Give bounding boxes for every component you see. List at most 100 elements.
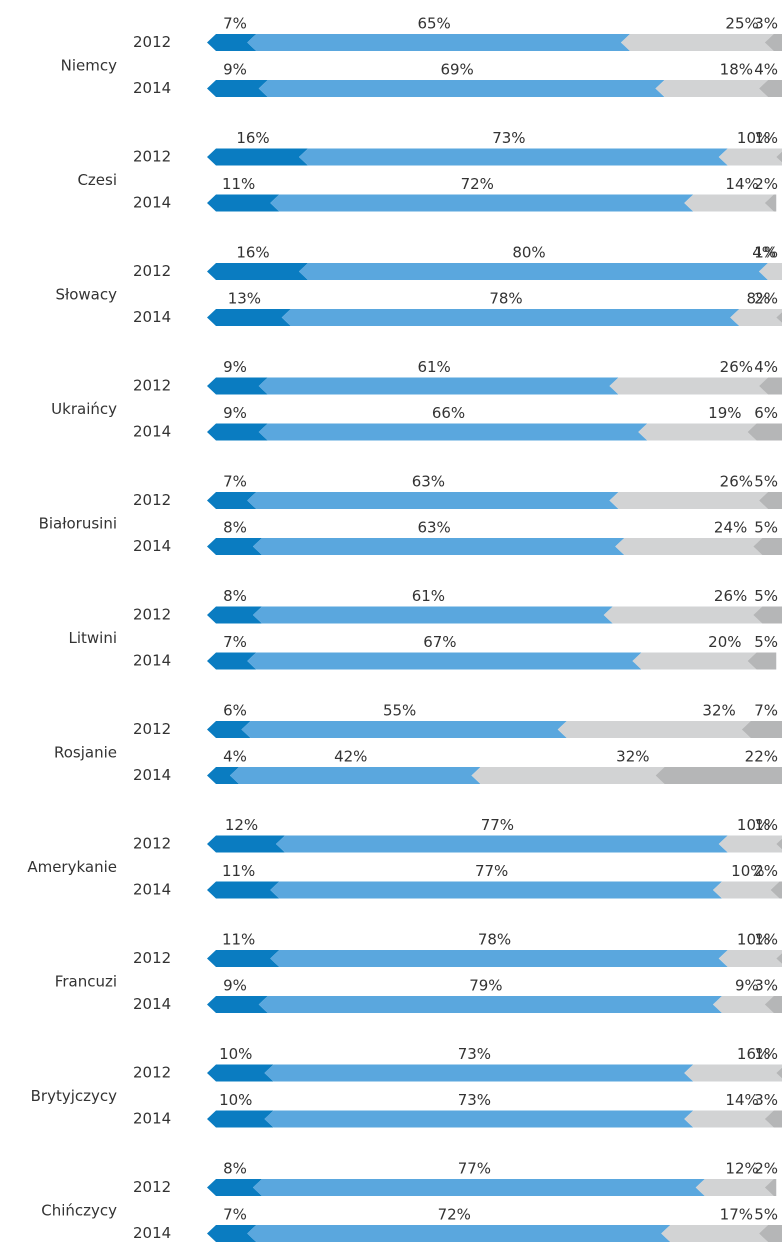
- bar-segment: [258, 996, 722, 1013]
- year-label: 2014: [133, 1224, 171, 1242]
- value-label: 61%: [412, 587, 445, 605]
- value-label: 63%: [412, 473, 445, 491]
- value-label: 19%: [708, 404, 741, 422]
- bar-segment: [621, 34, 774, 51]
- bar-segment: [207, 377, 268, 395]
- value-label: 10%: [737, 816, 770, 834]
- value-label: 2%: [754, 290, 778, 308]
- value-label: 5%: [754, 1206, 778, 1224]
- value-label: 4%: [752, 244, 776, 262]
- bar-segment: [655, 80, 768, 97]
- bar-segment: [776, 1064, 782, 1082]
- value-label: 3%: [754, 977, 778, 995]
- value-label: 80%: [512, 244, 545, 262]
- bar-segment: [747, 652, 777, 670]
- bar-segment: [207, 881, 280, 899]
- bar-segment: [632, 652, 757, 670]
- value-label: 77%: [458, 1160, 491, 1178]
- bar-segment: [776, 835, 782, 853]
- bar-segment: [764, 996, 782, 1013]
- value-label: 1%: [754, 244, 778, 262]
- value-label: 8%: [223, 587, 247, 605]
- value-label: 26%: [720, 358, 753, 376]
- value-label: 1%: [754, 931, 778, 949]
- bar-segment: [684, 1110, 774, 1128]
- bar-segment: [770, 881, 782, 899]
- value-label: 24%: [714, 519, 747, 537]
- value-label: 7%: [223, 473, 247, 491]
- year-label: 2014: [133, 537, 171, 555]
- year-label: 2012: [133, 491, 171, 509]
- value-label: 7%: [223, 633, 247, 651]
- value-label: 4%: [223, 748, 247, 766]
- value-label: 32%: [616, 748, 649, 766]
- value-label: 63%: [417, 519, 450, 537]
- year-label: 2012: [133, 949, 171, 967]
- year-label: 2014: [133, 652, 171, 670]
- value-label: 4%: [754, 358, 778, 376]
- year-label: 2014: [133, 308, 171, 326]
- bar-segment: [247, 492, 619, 509]
- bar-segment: [270, 881, 722, 899]
- value-label: 8%: [223, 1160, 247, 1178]
- value-label: 5%: [754, 519, 778, 537]
- bar-segment: [207, 309, 291, 326]
- bar-segment: [264, 1110, 694, 1128]
- bar-segment: [207, 492, 257, 509]
- bar-segment: [764, 1110, 782, 1128]
- bar-segment: [270, 194, 694, 212]
- bar-segment: [247, 34, 630, 51]
- value-label: 26%: [714, 587, 747, 605]
- bar-segment: [258, 377, 619, 395]
- year-label: 2012: [133, 377, 171, 395]
- value-label: 10%: [731, 862, 764, 880]
- bar-segment: [207, 80, 268, 97]
- bar-segment: [759, 263, 782, 280]
- bar-segment: [270, 950, 728, 967]
- bar-segment: [258, 423, 648, 441]
- value-label: 65%: [417, 15, 450, 33]
- value-label: 69%: [440, 61, 473, 79]
- value-label: 7%: [754, 702, 778, 720]
- bar-segment: [241, 721, 567, 738]
- bar-segment: [299, 148, 728, 166]
- bar-segment: [730, 309, 782, 326]
- group-label: Brytyjczycy: [31, 1087, 118, 1105]
- bar-segment: [253, 606, 613, 624]
- value-label: 5%: [754, 587, 778, 605]
- value-label: 10%: [737, 931, 770, 949]
- value-label: 22%: [745, 748, 778, 766]
- bar-segment: [247, 1225, 671, 1242]
- year-label: 2012: [133, 1064, 171, 1082]
- bar-segment: [718, 148, 782, 166]
- year-label: 2012: [133, 33, 171, 51]
- bar-segment: [764, 34, 782, 51]
- value-label: 78%: [478, 931, 511, 949]
- bar-segment: [207, 652, 257, 670]
- bar-segment: [776, 148, 782, 166]
- value-label: 66%: [432, 404, 465, 422]
- bar-segment: [264, 1064, 694, 1082]
- value-label: 9%: [223, 977, 247, 995]
- year-label: 2014: [133, 194, 171, 212]
- bar-segment: [759, 492, 782, 509]
- year-label: 2012: [133, 720, 171, 738]
- bar-segment: [276, 835, 728, 853]
- bar-segment: [557, 721, 751, 738]
- bar-segment: [207, 1225, 257, 1242]
- value-label: 16%: [236, 129, 269, 147]
- value-label: 14%: [725, 175, 758, 193]
- bar-segment: [207, 950, 280, 967]
- bar-segment: [684, 1064, 782, 1082]
- bar-segment: [207, 835, 285, 853]
- value-label: 7%: [223, 1206, 247, 1224]
- value-label: 16%: [236, 244, 269, 262]
- bar-segment: [281, 309, 740, 326]
- year-label: 2014: [133, 766, 171, 784]
- group-label: Amerykanie: [27, 858, 117, 876]
- value-label: 42%: [334, 748, 367, 766]
- bar-segment: [776, 312, 782, 323]
- value-label: 25%: [725, 15, 758, 33]
- value-label: 12%: [225, 816, 258, 834]
- bar-segment: [718, 950, 782, 967]
